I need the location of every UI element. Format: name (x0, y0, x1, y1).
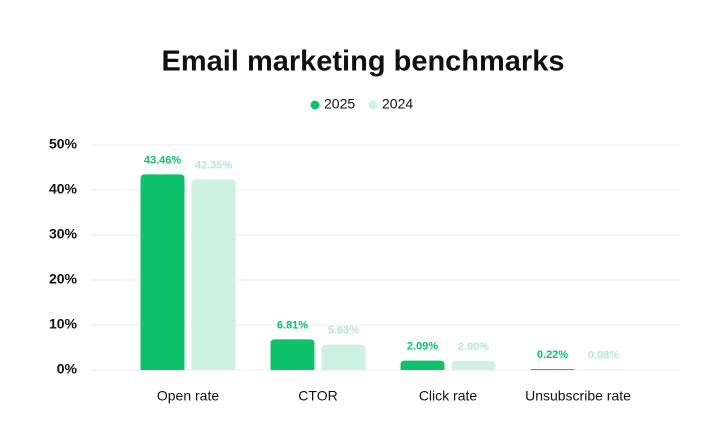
value-label: 2.09% (407, 341, 438, 353)
bar (530, 369, 575, 370)
x-tick-label: Unsubscribe rate (525, 388, 631, 404)
legend-marker (310, 100, 320, 110)
y-tick-label: 40% (49, 181, 78, 197)
value-label: 2.00% (458, 341, 489, 353)
x-tick-label: Click rate (419, 388, 478, 404)
y-tick-label: 30% (49, 226, 78, 242)
bar (400, 360, 445, 370)
chart-title: Email marketing benchmarks (162, 46, 565, 78)
bar (321, 344, 366, 370)
value-label: 5.63% (328, 325, 359, 337)
value-label: 42.35% (195, 159, 233, 171)
value-label: 6.81% (277, 319, 308, 331)
legend-label: 2025 (324, 96, 355, 112)
y-tick-label: 0% (57, 361, 78, 377)
x-tick-label: CTOR (298, 388, 337, 404)
value-label: 43.46% (144, 154, 182, 166)
y-tick-label: 50% (49, 136, 78, 152)
bar (140, 174, 185, 370)
bar (451, 361, 496, 370)
x-tick-label: Open rate (157, 388, 219, 404)
legend-label: 2024 (382, 96, 413, 112)
bar (191, 179, 236, 370)
bar (270, 339, 315, 370)
y-tick-label: 10% (49, 316, 78, 332)
legend-marker (368, 100, 378, 110)
y-tick-label: 20% (49, 271, 78, 287)
value-label: 0.22% (537, 349, 568, 361)
value-label: 0.08% (588, 350, 619, 362)
